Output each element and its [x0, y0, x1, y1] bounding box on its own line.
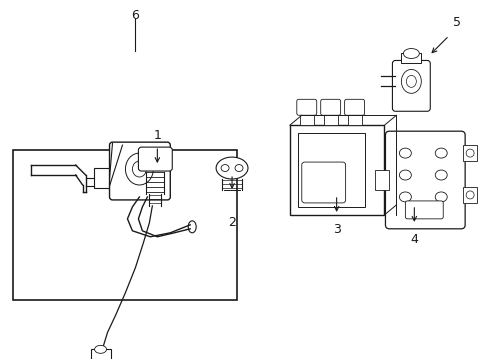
FancyBboxPatch shape — [320, 99, 340, 115]
Ellipse shape — [434, 192, 447, 202]
Text: 2: 2 — [227, 216, 236, 229]
FancyBboxPatch shape — [392, 60, 429, 111]
Bar — [375, 170, 388, 190]
Ellipse shape — [465, 191, 473, 199]
Bar — [93, 168, 109, 188]
Ellipse shape — [465, 149, 473, 157]
FancyBboxPatch shape — [138, 147, 172, 171]
Ellipse shape — [235, 165, 243, 171]
Bar — [289, 125, 384, 215]
Ellipse shape — [132, 161, 146, 177]
Ellipse shape — [216, 157, 247, 179]
Ellipse shape — [399, 170, 410, 180]
Bar — [347, 113, 361, 125]
FancyBboxPatch shape — [301, 162, 345, 203]
Bar — [462, 145, 476, 161]
Ellipse shape — [403, 49, 419, 58]
Text: 5: 5 — [452, 15, 460, 28]
FancyBboxPatch shape — [385, 131, 464, 229]
Text: 3: 3 — [332, 223, 340, 236]
Bar — [323, 113, 337, 125]
Text: 1: 1 — [153, 129, 161, 142]
Bar — [462, 187, 476, 203]
Ellipse shape — [94, 345, 106, 353]
Bar — [299, 113, 313, 125]
Ellipse shape — [188, 221, 196, 233]
FancyBboxPatch shape — [296, 99, 316, 115]
Ellipse shape — [401, 69, 421, 93]
Bar — [297, 133, 364, 207]
Ellipse shape — [434, 148, 447, 158]
Text: 4: 4 — [409, 233, 417, 246]
FancyBboxPatch shape — [109, 142, 170, 200]
Text: 6: 6 — [131, 9, 139, 22]
FancyBboxPatch shape — [405, 201, 442, 219]
Bar — [401, 54, 421, 63]
Ellipse shape — [125, 153, 153, 185]
Ellipse shape — [406, 75, 415, 87]
Ellipse shape — [399, 192, 410, 202]
Ellipse shape — [399, 148, 410, 158]
FancyBboxPatch shape — [344, 99, 364, 115]
Bar — [90, 349, 110, 360]
Bar — [13, 150, 237, 300]
Ellipse shape — [434, 170, 447, 180]
Ellipse shape — [221, 165, 228, 171]
